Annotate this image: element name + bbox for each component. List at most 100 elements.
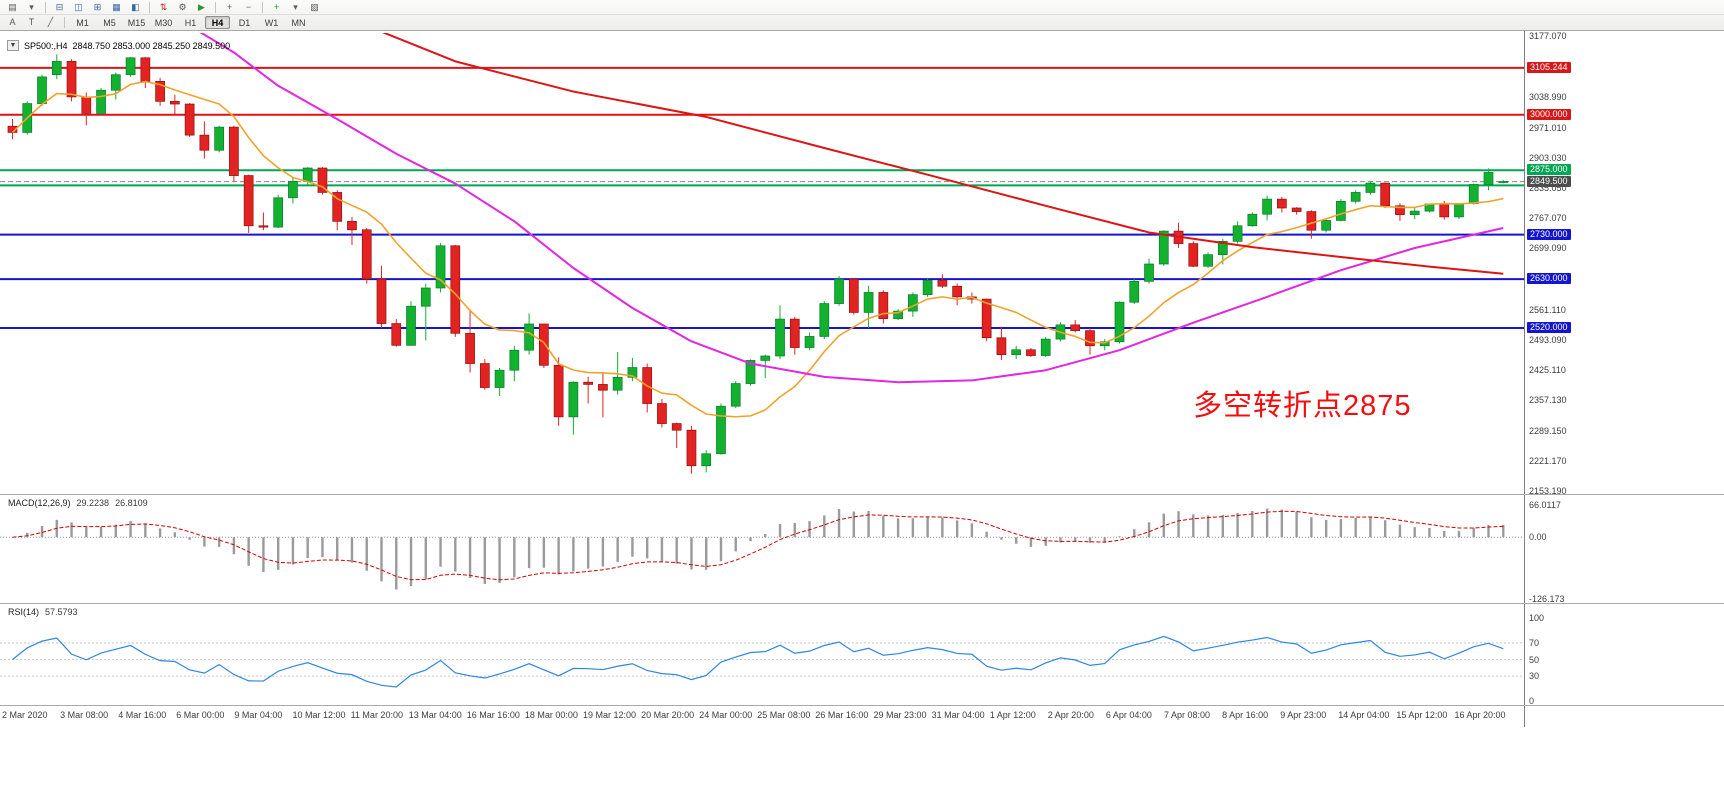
price-chart-canvas[interactable]	[0, 33, 1524, 494]
time-label: 26 Mar 16:00	[815, 710, 869, 720]
timeframe-m15-button[interactable]: M15	[127, 17, 146, 28]
macd-signal-value: 26.8109	[115, 498, 148, 508]
toolbar-separator	[215, 1, 216, 13]
text-label-tool-button[interactable]: A	[9, 17, 16, 27]
time-label: 16 Apr 20:00	[1454, 710, 1506, 720]
macd-scale-label: 66.0117	[1529, 500, 1561, 510]
price-tick-label: 3038.990	[1529, 92, 1567, 103]
chart-symbol-period: SP500:,H4	[24, 40, 68, 51]
timeframe-h4-button[interactable]: H4	[205, 16, 230, 29]
chart-title: ▼ SP500:,H4 2848.750 2853.000 2845.250 2…	[7, 40, 230, 51]
price-tick-label: 2153.190	[1529, 486, 1567, 496]
price-level-label: 2520.000	[1527, 321, 1571, 333]
rsi-scale-label: 0	[1529, 696, 1535, 706]
time-scale[interactable]: 2 Mar 2020 3 Mar 08:00 4 Mar 16:00 6 Mar 00…	[0, 707, 1724, 725]
rsi-scale-label: 50	[1529, 654, 1540, 665]
time-label: 18 Mar 00:00	[524, 710, 578, 720]
time-label: 20 Mar 20:00	[641, 710, 695, 720]
strategy-tester-icon[interactable]: ◧	[131, 1, 140, 12]
time-label: 6 Mar 00:00	[176, 710, 225, 720]
annotation-text: 多空转折点2875	[1193, 390, 1412, 422]
price-tick-label: 2561.110	[1529, 304, 1566, 315]
metaeditor-icon[interactable]: ⚙	[178, 1, 187, 12]
time-label: 29 Mar 23:00	[873, 710, 927, 720]
time-label: 9 Apr 23:00	[1280, 710, 1327, 720]
time-label: 7 Apr 08:00	[1164, 710, 1211, 720]
standard-toolbar-row: ▤ ▾ ⊟ ◫ ⊞ ▦ ◧ ⇅ ⚙ ▶ + − + ▾ ▧	[0, 0, 1724, 15]
rsi-indicator-label: RSI(14) 57.5793	[8, 607, 78, 617]
timeframes-dropdown-icon[interactable]: ▾	[293, 1, 298, 12]
price-tick-label: 2699.090	[1529, 243, 1567, 254]
new-order-icon[interactable]: ⇅	[159, 1, 168, 12]
data-window-icon[interactable]: ◫	[74, 1, 83, 12]
time-label: 6 Apr 04:00	[1105, 710, 1152, 720]
toolbar-separator	[64, 17, 65, 28]
time-label: 2 Apr 20:00	[1047, 710, 1094, 720]
zoom-in-icon[interactable]: +	[226, 1, 233, 12]
price-level-label: 3105.244	[1527, 61, 1571, 73]
price-tick-label: 2425.110	[1529, 365, 1566, 376]
chart-window[interactable]: ▼ SP500:,H4 2848.750 2853.000 2845.250 2…	[0, 31, 1724, 797]
time-label: 1 Apr 12:00	[989, 710, 1036, 720]
macd-pane-canvas[interactable]	[0, 495, 1524, 603]
price-tick-label: 2835.050	[1529, 182, 1567, 193]
terminal-icon[interactable]: ▦	[112, 1, 121, 12]
templates-icon[interactable]: ▧	[310, 1, 319, 12]
market-watch-icon[interactable]: ⊟	[55, 1, 64, 12]
rsi-pane-canvas[interactable]	[0, 604, 1524, 705]
toolbar-separator	[45, 1, 46, 13]
rsi-scale-label: 100	[1529, 613, 1545, 623]
timeframe-mn-button[interactable]: MN	[291, 17, 306, 28]
main-toolbar: ▤ ▾ ⊟ ◫ ⊞ ▦ ◧ ⇅ ⚙ ▶ + − + ▾ ▧ A T ╱ M1 M5 M15 M30 H1 H4 D1 W1 MN	[0, 0, 1724, 31]
time-label: 3 Mar 08:00	[60, 710, 109, 720]
indicators-add-icon[interactable]: +	[273, 1, 280, 12]
time-label: 14 Apr 04:00	[1338, 710, 1390, 720]
rsi-scale-label: 30	[1529, 671, 1540, 682]
timeframe-w1-button[interactable]: W1	[264, 17, 279, 28]
price-tick-label: 3177.070	[1529, 31, 1567, 41]
rsi-scale-label: 70	[1529, 637, 1540, 648]
time-label: 11 Mar 20:00	[350, 710, 403, 720]
text-tool-button[interactable]: T	[28, 17, 35, 27]
time-label: 25 Mar 08:00	[757, 710, 811, 720]
zoom-out-icon[interactable]: −	[245, 1, 252, 12]
toolbar-separator	[149, 1, 150, 13]
timeframe-m30-button[interactable]: M30	[154, 17, 173, 28]
macd-main-value: 29.2238	[76, 498, 110, 508]
price-level-label: 2875.000	[1527, 164, 1571, 176]
pane-separator-rsi[interactable]	[0, 603, 1724, 604]
time-label: 8 Apr 16:00	[1222, 710, 1269, 720]
time-label: 9 Mar 04:00	[234, 710, 283, 720]
price-scale[interactable]: 3177.070 3038.990 2971.010 2903.030 2835.050…	[1524, 31, 1724, 727]
macd-name: MACD(12,26,9)	[8, 498, 71, 508]
time-label: 13 Mar 04:00	[408, 710, 462, 720]
time-label: 2 Mar 2020	[2, 710, 48, 720]
time-label: 10 Mar 12:00	[292, 710, 346, 720]
price-tick-label: 2357.130	[1529, 395, 1567, 406]
price-level-label: 2730.000	[1527, 228, 1571, 240]
timeframe-d1-button[interactable]: D1	[238, 17, 251, 28]
timeframe-m1-button[interactable]: M1	[76, 17, 89, 28]
time-label: 31 Mar 04:00	[931, 710, 985, 720]
rsi-value: 57.5793	[45, 607, 78, 617]
line-studies-tool-button[interactable]: ╱	[47, 17, 54, 27]
time-label: 24 Mar 00:00	[699, 710, 753, 720]
new-chart-icon[interactable]: ▤	[8, 1, 17, 12]
chart-ohlc-values: 2848.750 2853.000 2845.250 2849.500	[72, 40, 231, 51]
macd-scale-label: -126.173	[1529, 594, 1565, 604]
pane-separator-macd[interactable]	[0, 494, 1724, 495]
price-tick-label: 2767.070	[1529, 213, 1567, 224]
price-tick-label: 2971.010	[1529, 122, 1567, 133]
time-label: 19 Mar 12:00	[583, 710, 637, 720]
navigator-icon[interactable]: ⊞	[93, 1, 102, 12]
autotrading-icon[interactable]: ▶	[198, 1, 205, 12]
timeframe-h1-button[interactable]: H1	[184, 17, 197, 28]
profiles-dropdown-icon[interactable]: ▾	[29, 1, 34, 12]
toolbar-separator	[262, 1, 263, 13]
chart-toolbar-row: A T ╱ M1 M5 M15 M30 H1 H4 D1 W1 MN	[0, 15, 1724, 30]
price-tick-label: 2221.170	[1529, 455, 1567, 466]
timeframe-m5-button[interactable]: M5	[103, 17, 116, 28]
time-label: 16 Mar 16:00	[466, 710, 520, 720]
macd-scale-label: 0.00	[1529, 532, 1547, 543]
chart-menu-icon[interactable]: ▼	[7, 40, 19, 51]
